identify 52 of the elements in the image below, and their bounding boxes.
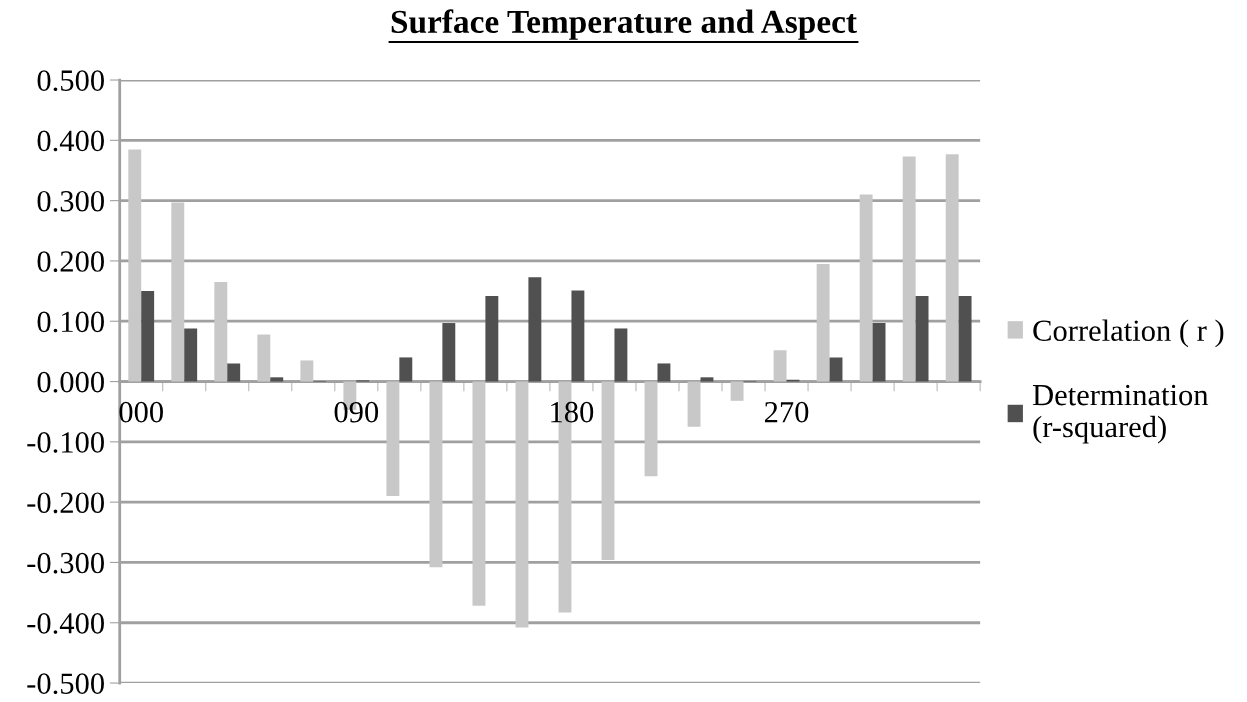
bar [528,277,542,382]
bar [872,323,886,382]
bar [773,350,787,382]
bar [816,263,830,382]
bar [472,381,486,606]
bar [601,381,615,561]
bar [902,156,916,382]
bar [915,295,929,382]
bar [128,149,142,382]
bar [485,295,499,382]
bar [958,295,972,382]
bar [227,363,241,382]
bar [829,357,843,382]
y-tick-label: 0.100 [37,311,104,333]
x-tick-label: 000 [119,401,163,423]
bar [515,381,529,628]
bar [429,381,443,568]
y-tick-label: 0.200 [37,251,104,272]
x-tick-label: 180 [551,401,594,423]
y-tick-label: -0.300 [27,552,104,574]
legend-label: Correlation ( r ) [1033,319,1224,348]
bar [700,377,714,382]
y-tick-label: -0.400 [27,613,104,634]
bar [171,202,185,382]
legend-label: Determination (r-squared) [1032,384,1209,444]
bar [657,363,671,382]
chart-title: Surface Temperature and Aspect [391,9,857,40]
bar [141,291,155,382]
y-tick-label: 0.400 [37,130,104,152]
bar [442,323,456,382]
bar [614,328,628,382]
bar [214,282,228,382]
bar [644,381,658,477]
y-tick-label: -0.100 [27,432,104,453]
y-tick-label: 0.000 [37,371,104,393]
y-tick-label: -0.200 [27,492,104,514]
y-tick-label: 0.500 [37,70,104,92]
bar [730,381,744,401]
bar [945,154,959,382]
bar [859,194,873,382]
y-tick-label: -0.500 [27,673,104,695]
bar [270,377,284,382]
bar [300,360,314,382]
bar [386,381,400,497]
bar [571,290,585,382]
y-tick-label: 0.300 [37,190,104,212]
bar [399,357,413,382]
bar [184,328,198,382]
bar [687,381,701,427]
bar [257,334,271,382]
x-tick-label: 270 [764,401,809,423]
x-tick-label: 090 [334,401,379,423]
